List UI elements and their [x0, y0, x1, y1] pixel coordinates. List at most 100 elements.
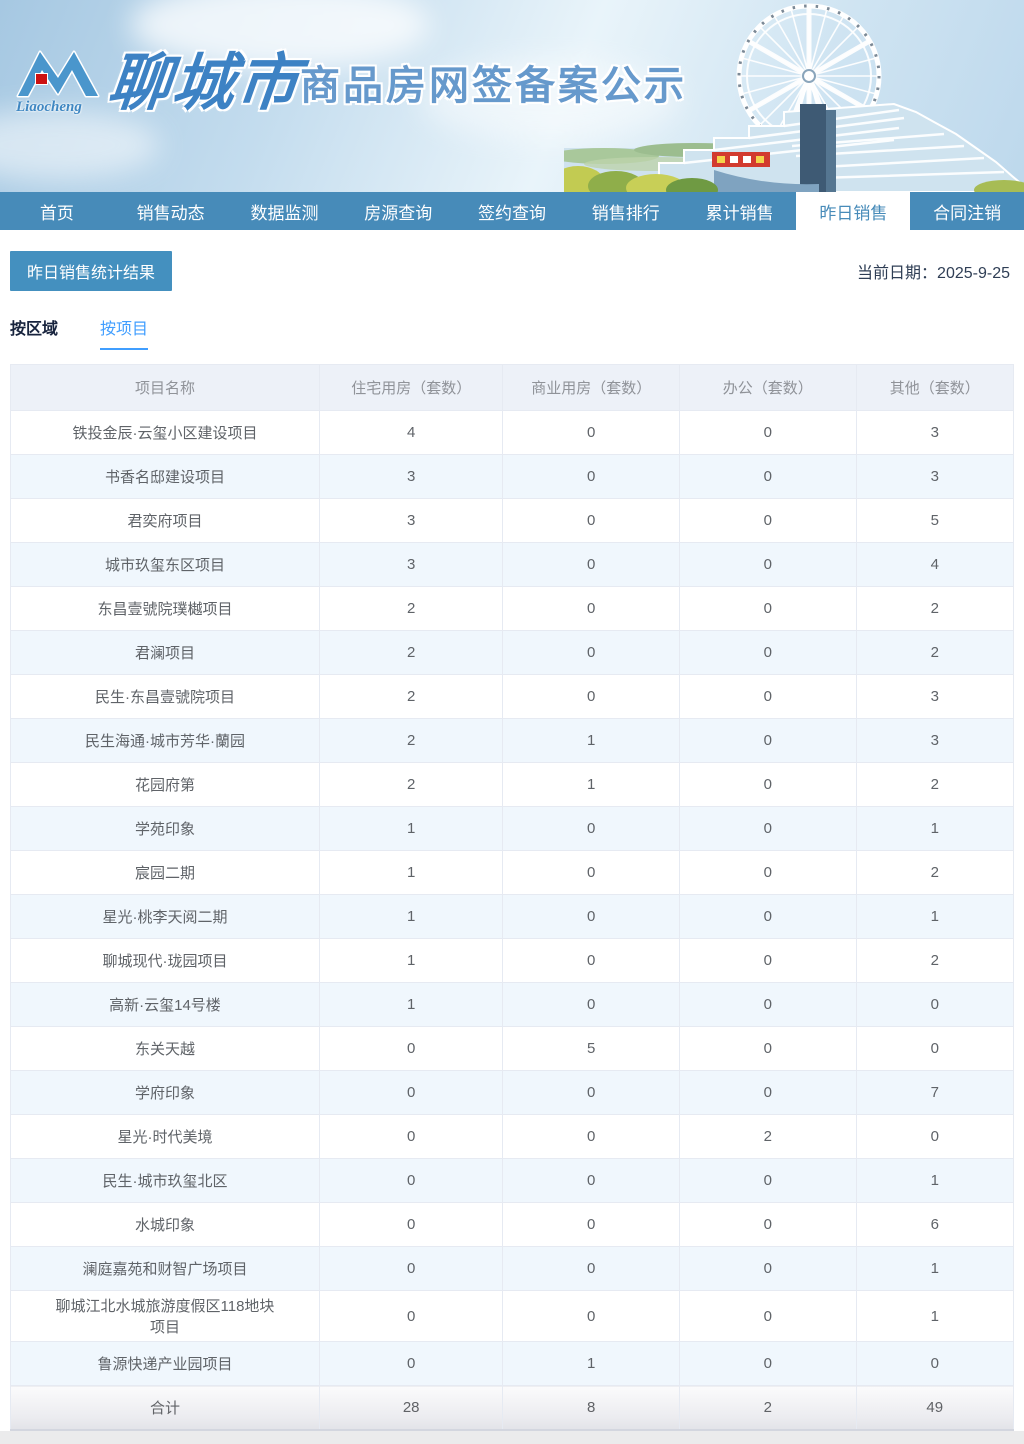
column-header: 项目名称	[10, 364, 320, 411]
count-cell: 49	[855, 1385, 1014, 1431]
table-row: 聊城现代·珑园项目 1 0 0 2	[10, 938, 1014, 983]
table-row: 君澜项目 2 0 0 2	[10, 630, 1014, 675]
project-name-cell: 星光·桃李天阅二期	[10, 894, 320, 939]
main-content: 昨日销售统计结果 当前日期：2025-9-25 按区域 按项目 项目名称 住宅用房（…	[0, 230, 1024, 1431]
nav-item[interactable]: 销售动态	[136, 203, 205, 223]
nav-item[interactable]: 昨日销售	[796, 192, 911, 230]
nav-item[interactable]: 销售排行	[591, 203, 660, 223]
count-cell: 2	[855, 850, 1014, 895]
count-cell: 0	[318, 1026, 504, 1071]
nav-item[interactable]: 累计销售	[705, 203, 774, 223]
count-cell: 0	[502, 410, 680, 455]
count-cell: 0	[502, 1114, 680, 1159]
cloud-decoration	[0, 110, 160, 180]
count-cell: 1	[318, 806, 504, 851]
count-cell: 1	[502, 762, 680, 807]
logo-script-text: Liaocheng	[16, 99, 82, 115]
table-row: 民生·城市玖玺北区 0 0 0 1	[10, 1158, 1014, 1203]
count-cell: 28	[318, 1385, 504, 1431]
count-cell: 0	[502, 498, 680, 543]
project-name-cell: 星光·时代美境	[10, 1114, 320, 1159]
liaocheng-logo: Liaocheng	[14, 34, 102, 120]
column-header: 住宅用房（套数）	[318, 364, 504, 411]
count-cell: 0	[502, 454, 680, 499]
count-cell: 0	[318, 1290, 504, 1342]
project-name-cell: 君澜项目	[10, 630, 320, 675]
table-row: 水城印象 0 0 0 6	[10, 1202, 1014, 1247]
count-cell: 3	[318, 454, 504, 499]
count-cell: 6	[855, 1202, 1014, 1247]
table-row: 星光·时代美境 0 0 2 0	[10, 1114, 1014, 1159]
project-name-cell: 学府印象	[10, 1070, 320, 1115]
count-cell: 0	[678, 630, 857, 675]
table-row: 星光·桃李天阅二期 1 0 0 1	[10, 894, 1014, 939]
count-cell: 0	[855, 1114, 1014, 1159]
table-row: 民生海通·城市芳华·蘭园 2 1 0 3	[10, 718, 1014, 763]
count-cell: 8	[502, 1385, 680, 1431]
project-name-cell: 澜庭嘉苑和财智广场项目	[10, 1246, 320, 1291]
count-cell: 0	[855, 1341, 1014, 1386]
count-cell: 2	[318, 674, 504, 719]
table-row: 鲁源快递产业园项目 0 1 0 0	[10, 1341, 1014, 1386]
count-cell: 0	[502, 630, 680, 675]
tab-item[interactable]: 按项目	[100, 315, 149, 350]
project-name-cell: 聊城现代·珑园项目	[10, 938, 320, 983]
table-row: 澜庭嘉苑和财智广场项目 0 0 0 1	[10, 1246, 1014, 1291]
count-cell: 0	[855, 1026, 1014, 1071]
nav-item[interactable]: 房源查询	[364, 203, 433, 223]
count-cell: 0	[318, 1070, 504, 1115]
nav-item[interactable]: 首页	[39, 203, 74, 223]
table-row: 书香名邸建设项目 3 0 0 3	[10, 454, 1014, 499]
project-name-cell: 鲁源快递产业园项目	[10, 1341, 320, 1386]
tab-item[interactable]: 按区域	[10, 321, 59, 338]
count-cell: 1	[318, 982, 504, 1027]
count-cell: 1	[318, 894, 504, 939]
current-date-label: 当前日期：	[857, 265, 938, 282]
count-cell: 0	[678, 410, 857, 455]
project-name-cell: 城市玖玺东区项目	[10, 542, 320, 587]
project-name-cell: 民生·东昌壹號院项目	[10, 674, 320, 719]
count-cell: 0	[678, 542, 857, 587]
city-name: 聊城市	[104, 49, 305, 119]
current-date-value: 2025-9-25	[937, 265, 1010, 282]
count-cell: 5	[502, 1026, 680, 1071]
count-cell: 7	[855, 1070, 1014, 1115]
nav-item[interactable]: 合同注销	[933, 203, 1002, 223]
count-cell: 0	[318, 1341, 504, 1386]
count-cell: 0	[678, 586, 857, 631]
count-cell: 5	[855, 498, 1014, 543]
page-bottom-gap	[0, 1430, 1024, 1443]
count-cell: 1	[318, 938, 504, 983]
count-cell: 0	[855, 982, 1014, 1027]
count-cell: 1	[502, 1341, 680, 1386]
project-name-cell: 书香名邸建设项目	[10, 454, 320, 499]
count-cell: 0	[502, 1158, 680, 1203]
count-cell: 1	[855, 806, 1014, 851]
table-body: 铁投金辰·云玺小区建设项目 4 0 0 3 书香名邸建设项目 3 0 0 3 君奕府项目 3 0 0 5 城市…	[10, 410, 1014, 1386]
count-cell: 0	[678, 938, 857, 983]
count-cell: 2	[678, 1114, 857, 1159]
count-cell: 2	[855, 762, 1014, 807]
table-row: 高新·云玺14号楼 1 0 0 0	[10, 982, 1014, 1027]
nav-item[interactable]: 签约查询	[478, 203, 547, 223]
nav-item[interactable]: 数据监测	[250, 203, 319, 223]
count-cell: 1	[855, 894, 1014, 939]
count-cell: 0	[678, 1026, 857, 1071]
count-cell: 2	[318, 586, 504, 631]
table-row: 民生·东昌壹號院项目 2 0 0 3	[10, 674, 1014, 719]
count-cell: 0	[318, 1246, 504, 1291]
project-name-cell: 宸园二期	[10, 850, 320, 895]
count-cell: 2	[318, 630, 504, 675]
project-name-cell: 民生·城市玖玺北区	[10, 1158, 320, 1203]
count-cell: 0	[318, 1114, 504, 1159]
count-cell: 0	[678, 762, 857, 807]
count-cell: 0	[502, 938, 680, 983]
count-cell: 0	[678, 806, 857, 851]
column-header: 其他（套数）	[855, 364, 1014, 411]
yesterday-sales-result-button[interactable]: 昨日销售统计结果	[10, 251, 173, 291]
count-cell: 1	[502, 718, 680, 763]
project-name-cell: 水城印象	[10, 1202, 320, 1247]
count-cell: 0	[678, 1070, 857, 1115]
project-name-cell: 学苑印象	[10, 806, 320, 851]
count-cell: 0	[678, 850, 857, 895]
